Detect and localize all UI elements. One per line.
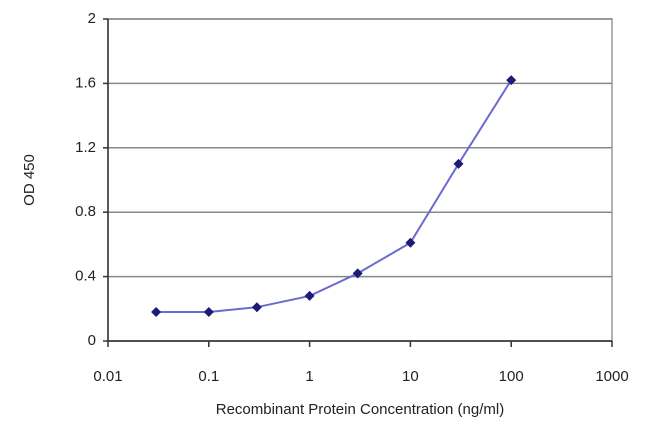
x-tick-label: 0.01 <box>93 368 122 385</box>
data-point <box>352 268 363 279</box>
x-axis-label: Recombinant Protein Concentration (ng/ml… <box>216 401 504 418</box>
data-point <box>304 290 315 301</box>
y-tick-label: 1.2 <box>75 139 96 156</box>
x-tick-label: 100 <box>499 368 524 385</box>
x-tick-label: 1 <box>305 368 313 385</box>
plot-area <box>107 18 613 342</box>
y-tick-label: 1.6 <box>75 74 96 91</box>
y-tick-label: 2 <box>88 10 96 27</box>
y-tick-label: 0 <box>88 332 96 349</box>
x-tick-label: 10 <box>402 368 419 385</box>
data-point <box>203 307 214 318</box>
x-tick-label: 0.1 <box>198 368 219 385</box>
data-point <box>453 158 464 169</box>
data-line <box>156 79 513 314</box>
y-tick-label: 0.4 <box>75 268 96 285</box>
y-tick-label: 0.8 <box>75 203 96 220</box>
data-point <box>405 237 416 248</box>
data-point <box>506 75 517 86</box>
y-axis-label: OD 450 <box>21 154 38 206</box>
data-point <box>151 307 162 318</box>
data-point <box>251 302 262 313</box>
x-tick-label: 1000 <box>595 368 628 385</box>
